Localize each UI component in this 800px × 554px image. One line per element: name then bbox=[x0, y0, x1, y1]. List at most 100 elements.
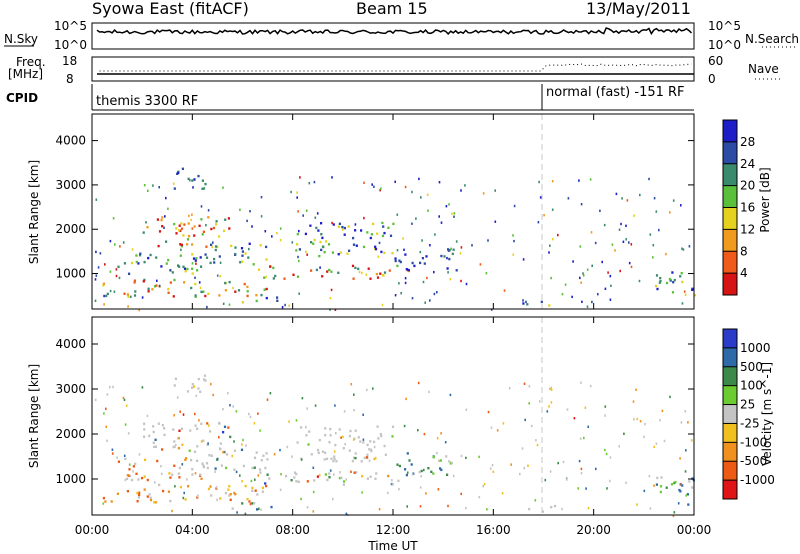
echo-cell bbox=[155, 284, 158, 287]
echo-cell bbox=[218, 447, 221, 450]
echo-cell bbox=[353, 456, 356, 460]
echo-cell bbox=[254, 478, 256, 481]
echo-cell bbox=[438, 215, 440, 218]
echo-cell bbox=[557, 461, 559, 465]
echo-cell bbox=[115, 268, 118, 271]
echo-cell bbox=[351, 264, 355, 268]
echo-cell bbox=[648, 177, 650, 181]
echo-cell bbox=[632, 400, 635, 403]
echo-cell bbox=[654, 284, 658, 288]
echo-cell bbox=[232, 286, 234, 290]
echo-cell bbox=[249, 502, 252, 506]
colorbar-segment bbox=[723, 423, 737, 443]
echo-cell bbox=[680, 204, 682, 207]
echo-cell bbox=[251, 466, 254, 470]
echo-cell bbox=[222, 407, 224, 411]
echo-cell bbox=[320, 222, 323, 225]
echo-cell bbox=[106, 292, 109, 296]
echo-cell bbox=[178, 229, 181, 232]
echo-cell bbox=[354, 452, 357, 455]
echo-cell bbox=[548, 405, 550, 408]
echo-cell bbox=[684, 410, 687, 413]
echo-cell bbox=[138, 308, 140, 312]
echo-cell bbox=[213, 261, 216, 264]
echo-cell bbox=[241, 480, 243, 483]
echo-cell bbox=[644, 422, 646, 426]
echo-cell bbox=[279, 238, 282, 242]
echo-cell bbox=[273, 453, 276, 456]
echo-cell bbox=[678, 488, 681, 492]
echo-cell bbox=[374, 247, 378, 251]
echo-cell bbox=[674, 480, 677, 484]
echo-cell bbox=[296, 275, 300, 278]
echo-cell bbox=[138, 493, 141, 496]
echo-cell bbox=[370, 233, 373, 236]
echo-cell bbox=[178, 476, 181, 479]
echo-cell bbox=[387, 491, 389, 495]
echo-cell bbox=[376, 232, 379, 235]
echo-cell bbox=[313, 238, 316, 242]
echo-cell bbox=[317, 229, 320, 232]
echo-cell bbox=[371, 183, 373, 186]
echo-cell bbox=[363, 181, 365, 184]
echo-cell bbox=[242, 438, 244, 442]
echo-cell bbox=[330, 270, 333, 273]
echo-cell bbox=[611, 243, 614, 246]
x-tick-label: 08:00 bbox=[275, 523, 310, 537]
echo-cell bbox=[148, 493, 151, 496]
echo-cell bbox=[104, 263, 106, 266]
echo-cell bbox=[202, 464, 205, 467]
colorbar-tick-label: 25 bbox=[740, 398, 755, 412]
echo-cell bbox=[446, 267, 449, 270]
echo-cell bbox=[207, 292, 210, 295]
echo-cell bbox=[222, 186, 224, 189]
echo-cell bbox=[163, 226, 165, 229]
nsearch-tick-bottom: 10^0 bbox=[708, 38, 741, 52]
echo-cell bbox=[404, 277, 407, 280]
echo-cell bbox=[424, 301, 426, 304]
echo-cell bbox=[129, 474, 132, 478]
echo-cell bbox=[687, 503, 690, 506]
echo-cell bbox=[197, 377, 200, 381]
echo-cell bbox=[214, 245, 218, 248]
echo-cell bbox=[310, 269, 313, 272]
echo-cell bbox=[147, 287, 150, 290]
echo-cell bbox=[317, 451, 320, 454]
echo-cell bbox=[358, 270, 361, 274]
echo-cell bbox=[655, 483, 658, 486]
echo-cell bbox=[103, 303, 105, 306]
echo-cell bbox=[291, 455, 293, 458]
echo-cell bbox=[274, 274, 277, 278]
echo-cell bbox=[137, 262, 140, 265]
echo-cell bbox=[137, 496, 140, 499]
echo-cell bbox=[194, 424, 197, 427]
echo-cell bbox=[537, 221, 540, 224]
echo-cell bbox=[465, 506, 467, 510]
echo-cell bbox=[228, 494, 231, 497]
x-tick-label: 00:00 bbox=[75, 523, 110, 537]
echo-cell bbox=[374, 245, 377, 248]
echo-cell bbox=[445, 455, 448, 458]
echo-cell bbox=[572, 260, 574, 263]
echo-cell bbox=[562, 460, 565, 464]
echo-cell bbox=[486, 508, 488, 511]
echo-cell bbox=[154, 501, 157, 504]
echo-cell bbox=[349, 429, 352, 433]
echo-cell bbox=[561, 507, 563, 511]
echo-cell bbox=[320, 248, 323, 252]
echo-cell bbox=[355, 244, 358, 247]
echo-cell bbox=[340, 476, 343, 480]
echo-cell bbox=[234, 290, 237, 293]
echo-cell bbox=[167, 490, 171, 493]
echo-cell bbox=[420, 469, 423, 473]
echo-cell bbox=[115, 274, 118, 278]
echo-cell bbox=[623, 432, 625, 435]
echo-cell bbox=[255, 299, 258, 303]
echo-cell bbox=[191, 227, 194, 230]
echo-cell bbox=[263, 276, 266, 279]
echo-cell bbox=[106, 439, 108, 442]
echo-cell bbox=[391, 479, 393, 482]
echo-cell bbox=[233, 468, 236, 471]
echo-cell bbox=[679, 275, 682, 278]
